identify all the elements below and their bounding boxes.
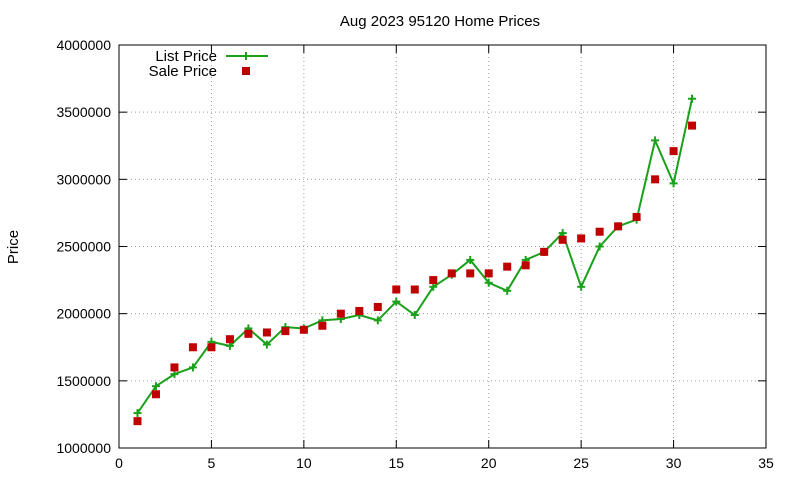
legend-label-list-price: List Price xyxy=(155,48,217,65)
sale-price-point xyxy=(540,247,549,256)
y-tick-label: 2000000 xyxy=(56,306,111,322)
list-price-point xyxy=(484,278,493,287)
list-price-point xyxy=(133,409,142,418)
sale-price-point xyxy=(225,335,234,344)
list-price-point xyxy=(262,340,271,349)
sale-price-point xyxy=(429,276,438,285)
list-price-point xyxy=(429,282,438,291)
y-tick-label: 3500000 xyxy=(56,104,111,120)
x-tick-label: 10 xyxy=(296,455,312,471)
sale-price-point xyxy=(688,121,697,130)
x-tick-label: 20 xyxy=(481,455,497,471)
legend-plus-mark xyxy=(242,52,250,60)
sale-price-point xyxy=(299,325,308,334)
list-price-point xyxy=(410,311,419,320)
x-tick-label: 25 xyxy=(573,455,589,471)
x-tick-label: 0 xyxy=(115,455,123,471)
sale-price-point xyxy=(484,269,493,278)
sale-price-point xyxy=(373,302,382,311)
sale-price-point xyxy=(410,285,419,294)
sale-price-point xyxy=(595,227,604,236)
list-price-point xyxy=(225,341,234,350)
list-price-point xyxy=(688,94,697,103)
legend-marker-sale-price xyxy=(242,67,250,75)
sale-price-point xyxy=(521,261,530,270)
sale-price-point xyxy=(447,269,456,278)
series-layer xyxy=(133,94,697,426)
list-price-point xyxy=(170,370,179,379)
y-tick-label: 1000000 xyxy=(56,440,111,456)
sale-price-point xyxy=(262,328,271,337)
sale-price-point xyxy=(318,321,327,330)
legend-label-sale-price: Sale Price xyxy=(149,63,217,80)
list-price-point xyxy=(188,363,197,372)
sale-price-point xyxy=(392,285,401,294)
sale-price-point xyxy=(614,222,623,231)
sale-price-point xyxy=(558,235,567,244)
sale-price-point xyxy=(355,306,364,315)
y-tick-label: 3000000 xyxy=(56,171,111,187)
x-tick-label: 30 xyxy=(666,455,682,471)
sale-price-point xyxy=(466,269,475,278)
y-axis-label: Price xyxy=(5,230,22,264)
sale-price-point xyxy=(632,212,641,221)
sale-price-point xyxy=(151,390,160,399)
list-price-point xyxy=(577,282,586,291)
axis-ticks: 0 5 10 15 20 25 30 35 1000000 1500000 2000000 25000… xyxy=(56,37,774,471)
sale-price-point xyxy=(170,363,179,372)
sale-price-point xyxy=(577,234,586,243)
y-tick-label: 4000000 xyxy=(56,37,111,53)
sale-price-point xyxy=(133,417,142,426)
list-price-point xyxy=(151,382,160,391)
plot-frame xyxy=(118,44,767,449)
x-tick-label: 15 xyxy=(388,455,404,471)
y-tick-label: 2500000 xyxy=(56,239,111,255)
series-line-list-price xyxy=(136,98,694,414)
sale-price-point xyxy=(503,262,512,271)
list-price-point xyxy=(651,136,660,145)
list-price-point xyxy=(466,255,475,264)
sale-price-point xyxy=(281,327,290,336)
list-price-point xyxy=(558,229,567,238)
legend: List Price Sale Price xyxy=(149,48,268,80)
list-price-point xyxy=(503,286,512,295)
x-tick-label: 5 xyxy=(208,455,216,471)
sale-price-point xyxy=(651,175,660,184)
x-tick-label: 35 xyxy=(758,455,774,471)
grid-lines xyxy=(119,45,766,448)
list-price-point xyxy=(392,297,401,306)
sale-price-point xyxy=(207,343,216,352)
y-tick-label: 1500000 xyxy=(56,373,111,389)
sale-price-point xyxy=(188,343,197,352)
sale-price-point xyxy=(244,329,253,338)
sale-price-point xyxy=(669,147,678,156)
list-price-point xyxy=(669,179,678,188)
legend-marker-list-price xyxy=(242,52,250,60)
chart-title: Aug 2023 95120 Home Prices xyxy=(340,13,540,30)
sale-price-point xyxy=(336,309,345,318)
list-price-point xyxy=(595,242,604,251)
list-price-point xyxy=(373,316,382,325)
